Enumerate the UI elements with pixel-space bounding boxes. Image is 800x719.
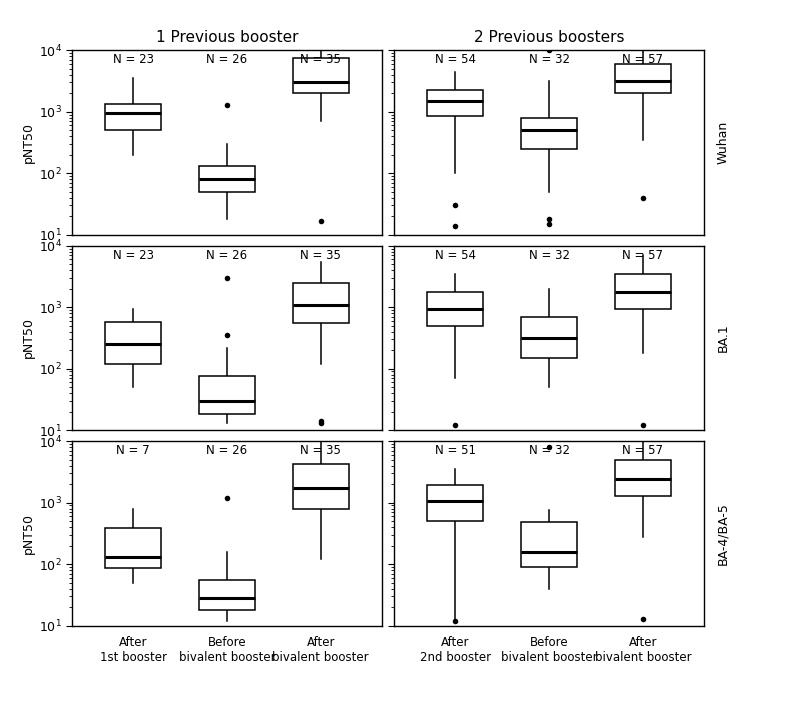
Bar: [293, 283, 349, 323]
Text: N = 23: N = 23: [113, 53, 154, 66]
Text: N = 35: N = 35: [300, 444, 342, 457]
Text: N = 57: N = 57: [622, 444, 663, 457]
Text: Wuhan: Wuhan: [716, 121, 730, 164]
Text: BA.1: BA.1: [716, 324, 730, 352]
Text: N = 32: N = 32: [529, 249, 570, 262]
Bar: [615, 64, 671, 93]
Bar: [427, 485, 483, 521]
Text: N = 23: N = 23: [113, 249, 154, 262]
Text: N = 57: N = 57: [622, 249, 663, 262]
Bar: [521, 522, 578, 567]
Bar: [521, 119, 578, 149]
Bar: [105, 104, 161, 130]
Bar: [198, 376, 255, 414]
Title: 2 Previous boosters: 2 Previous boosters: [474, 30, 624, 45]
Text: N = 54: N = 54: [434, 249, 476, 262]
Bar: [521, 317, 578, 358]
Text: N = 7: N = 7: [116, 444, 150, 457]
Text: BA-4/BA-5: BA-4/BA-5: [716, 502, 730, 565]
Y-axis label: pNT50: pNT50: [22, 513, 34, 554]
Bar: [615, 274, 671, 308]
Bar: [427, 291, 483, 326]
Text: N = 57: N = 57: [622, 53, 663, 66]
Bar: [198, 166, 255, 192]
Y-axis label: pNT50: pNT50: [22, 122, 34, 163]
Text: N = 35: N = 35: [300, 53, 342, 66]
Text: N = 32: N = 32: [529, 53, 570, 66]
Bar: [427, 90, 483, 116]
Bar: [615, 459, 671, 495]
Text: N = 54: N = 54: [434, 53, 476, 66]
Bar: [105, 528, 161, 569]
Bar: [198, 580, 255, 610]
Text: N = 51: N = 51: [434, 444, 476, 457]
Text: N = 26: N = 26: [206, 249, 247, 262]
Text: N = 26: N = 26: [206, 444, 247, 457]
Text: N = 35: N = 35: [300, 249, 342, 262]
Title: 1 Previous booster: 1 Previous booster: [156, 30, 298, 45]
Bar: [293, 464, 349, 508]
Bar: [293, 58, 349, 93]
Text: N = 32: N = 32: [529, 444, 570, 457]
Y-axis label: pNT50: pNT50: [22, 317, 34, 359]
Bar: [105, 321, 161, 364]
Text: N = 26: N = 26: [206, 53, 247, 66]
